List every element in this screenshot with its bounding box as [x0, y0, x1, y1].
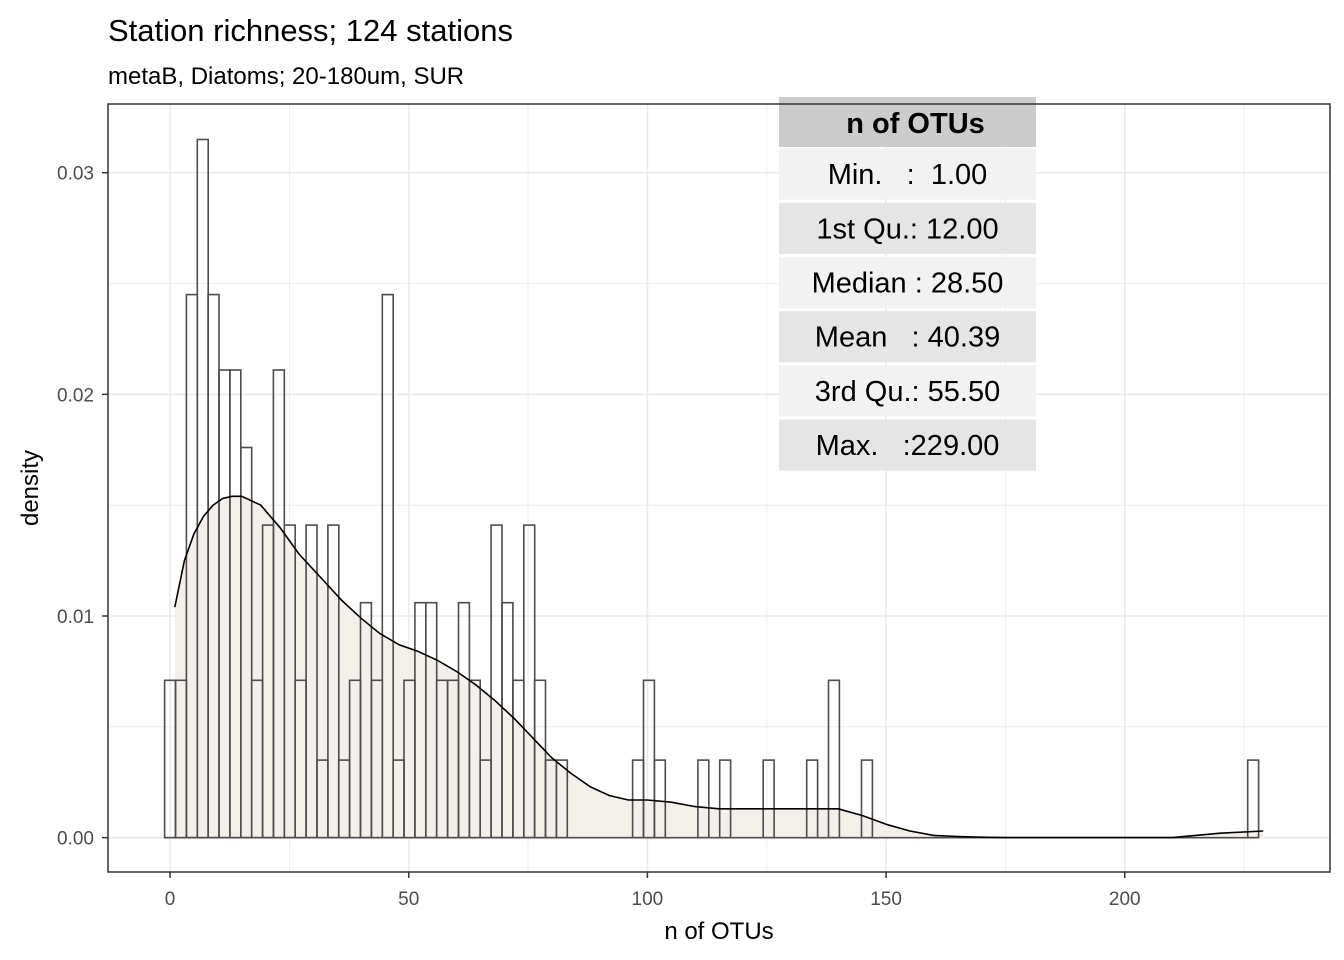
summary-table-cell: 1st Qu.: 12.00 [816, 213, 998, 245]
summary-table-row-bg [779, 202, 1036, 254]
y-tick-label: 0.01 [57, 607, 94, 628]
density-curve [174, 495, 1264, 839]
summary-table: n of OTUs Min. : 1.00 1st Qu.: 12.00 Median… [779, 97, 1036, 471]
x-tick-label: 0 [165, 889, 176, 910]
summary-table-cell: 3rd Qu.: 55.50 [815, 376, 1000, 408]
summary-table-cell: Median : 28.50 [812, 268, 1004, 300]
y-tick-label: 0.03 [57, 164, 94, 185]
x-tick-label: 200 [1109, 889, 1141, 910]
summary-table-cell: Min. : 1.00 [828, 159, 988, 191]
panel-border [107, 103, 1331, 873]
histogram-bars [163, 138, 1260, 839]
x-axis: 0 50 100 150 200 [165, 872, 1141, 910]
y-tick-label: 0.02 [57, 385, 94, 406]
density-line [174, 495, 1264, 839]
summary-table-row-bg [779, 311, 1036, 363]
summary-table-header-bg [779, 97, 1036, 147]
chart-title: Station richness; 124 stations [108, 13, 513, 48]
summary-table-row-bg [779, 365, 1036, 417]
chart-subtitle: metaB, Diatoms; 20-180um, SUR [108, 63, 464, 90]
summary-table-row-bg [779, 419, 1036, 471]
x-tick-label: 150 [870, 889, 902, 910]
y-axis: 0.00 0.01 0.02 0.03 [57, 164, 108, 850]
summary-table-header: n of OTUs [846, 108, 985, 140]
summary-table-row-bg [779, 256, 1036, 309]
x-tick-label: 100 [632, 889, 664, 910]
x-axis-title: n of OTUs [664, 918, 773, 945]
summary-table-cell: Max. :229.00 [816, 430, 1000, 462]
summary-table-cell: Mean : 40.39 [815, 322, 1000, 354]
summary-table-row-bg [779, 148, 1036, 200]
histogram-bar [1246, 759, 1260, 839]
y-axis-title: density [17, 450, 44, 526]
y-tick-label: 0.00 [57, 829, 94, 850]
x-tick-label: 50 [398, 889, 419, 910]
